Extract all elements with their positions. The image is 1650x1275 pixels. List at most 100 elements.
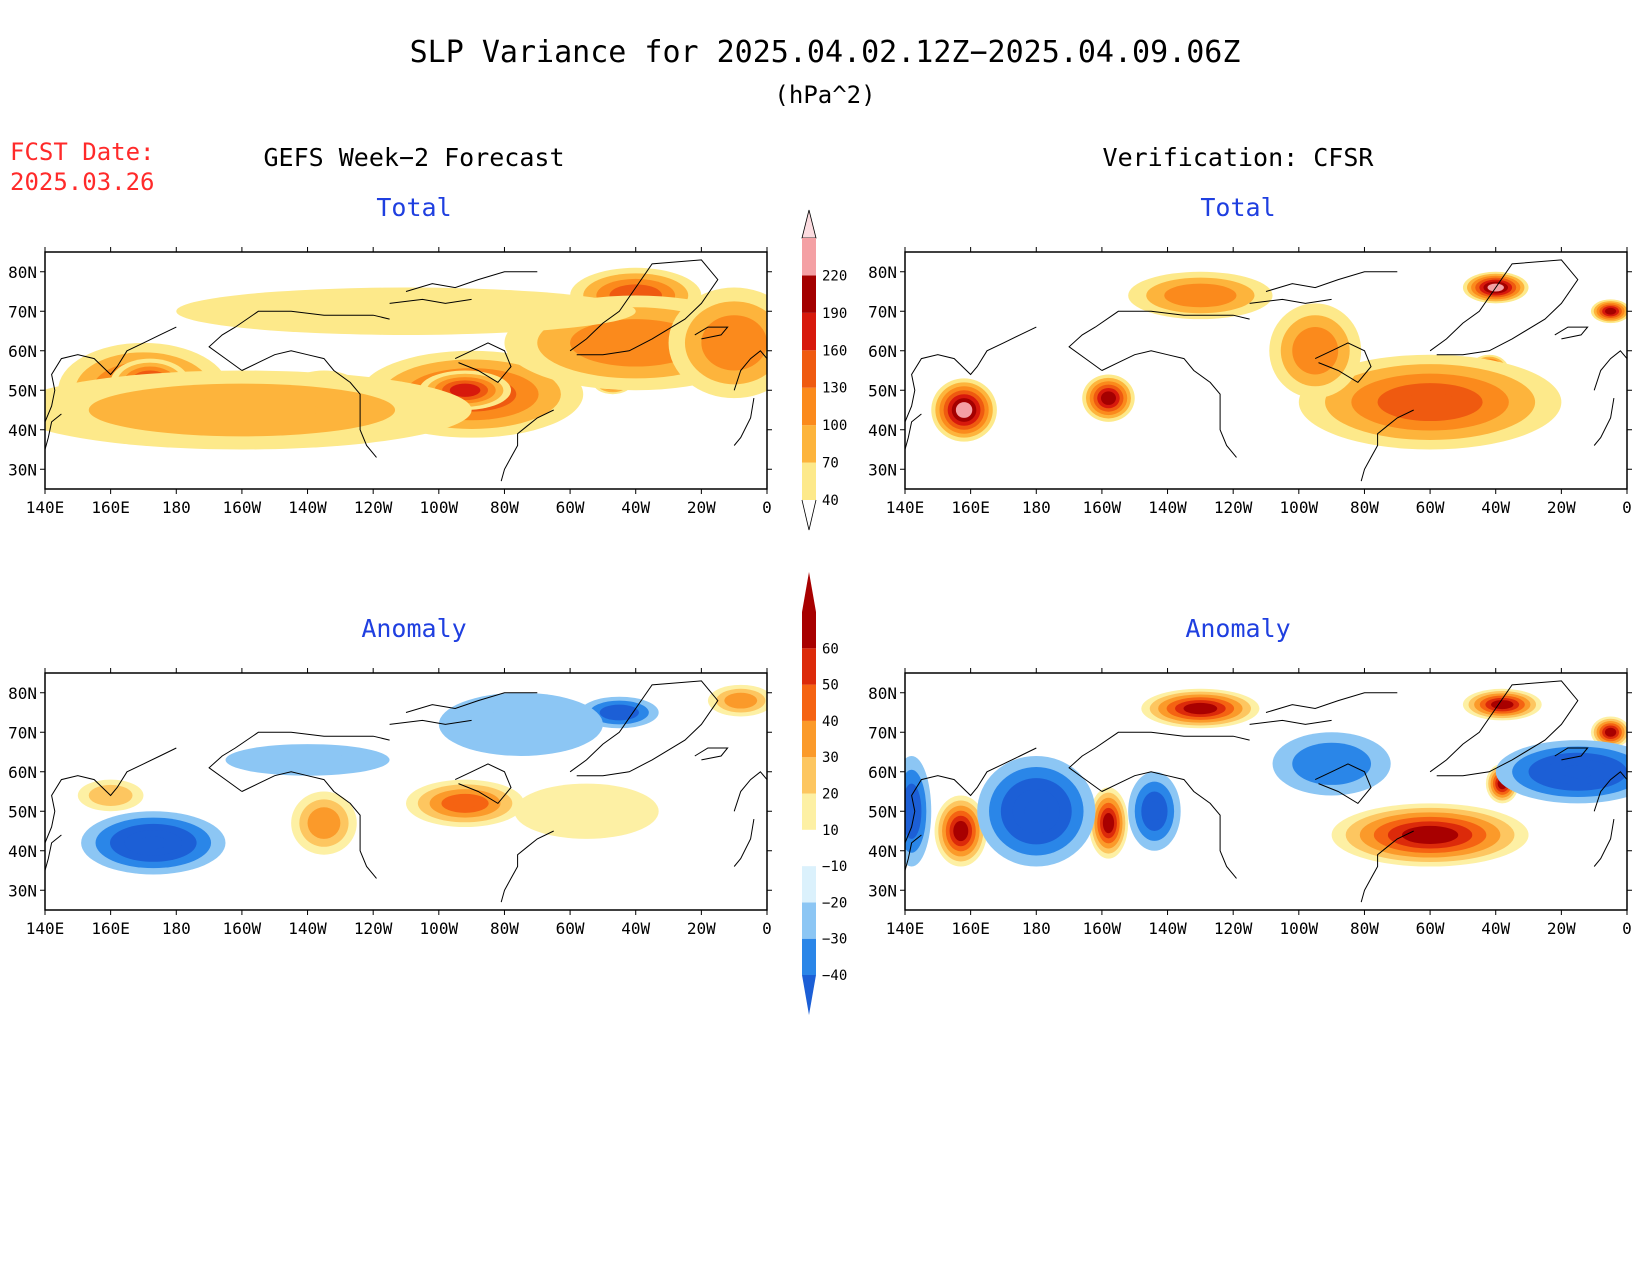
lon-tick-label: 140E [26, 919, 65, 938]
lon-tick-label: 120W [354, 919, 393, 938]
colorbar-label: 100 [822, 418, 847, 434]
colorbar-box [802, 238, 816, 276]
contour-blob [1561, 765, 1595, 779]
coastline [1249, 719, 1332, 725]
lat-tick-label: 70N [8, 302, 37, 321]
colorbar-box [802, 648, 816, 685]
colorbar-label: 30 [822, 750, 839, 766]
contour-blob [1416, 830, 1445, 840]
map-frame [44, 672, 768, 911]
lon-tick-label: 140W [288, 919, 327, 938]
map-cfsr-anomaly: 80N 70N 60N 50N 40N 30N 140E 160E 180 160W 140W 120… [868, 668, 1632, 938]
colorbar-box [802, 757, 816, 794]
figure-units: (hPa^2) [774, 81, 875, 109]
contour-blob [602, 331, 669, 355]
coastlines [45, 680, 767, 903]
lon-tick-label: 100W [420, 919, 459, 938]
coastlines [905, 680, 1627, 903]
coastline [1429, 259, 1579, 356]
lat-tick-label: 70N [868, 302, 897, 321]
lon-tick-label: 100W [1280, 919, 1319, 938]
coastline [569, 259, 719, 356]
coastline [45, 413, 62, 450]
colorbar-box [802, 425, 816, 463]
contour-blob [138, 836, 168, 850]
map-gefs-anomaly: 80N 70N 60N 50N 40N 30N 140E 160E 180 160W 140W 120… [8, 668, 772, 938]
lon-tick-label: 20W [1547, 498, 1576, 517]
fcst-date-label: FCST Date: [10, 138, 155, 166]
lon-tick-label: 60W [1416, 919, 1445, 938]
coastline [1554, 326, 1589, 340]
coastline [1593, 819, 1615, 867]
coastline [405, 692, 538, 713]
lat-tick-label: 80N [868, 263, 897, 282]
colorbar-arrow-top [802, 572, 816, 612]
coastline [733, 398, 755, 446]
left-column-title: GEFS Week−2 Forecast [263, 143, 564, 172]
lon-tick-label: 40W [621, 498, 650, 517]
colorbar-label: 190 [822, 306, 847, 322]
coastline [208, 731, 390, 792]
lat-tick-label: 40N [868, 842, 897, 861]
contour-blob [315, 815, 333, 831]
map-frame [904, 251, 1628, 490]
lon-tick-label: 180 [1022, 498, 1051, 517]
contour-blob [1105, 818, 1112, 829]
lon-tick-label: 20W [687, 498, 716, 517]
lon-tick-label: 100W [1280, 498, 1319, 517]
map-background [45, 673, 767, 910]
coastline [500, 830, 554, 903]
lon-tick-label: 80W [1350, 498, 1379, 517]
contour-blob [609, 708, 630, 717]
map-field [905, 688, 1627, 867]
colorbar-arrow-bottom [802, 975, 816, 1015]
coastline [733, 350, 767, 391]
lon-tick-label: 80W [490, 498, 519, 517]
coastline [1429, 680, 1579, 777]
lon-tick-label: 160E [91, 498, 130, 517]
contour-blob [959, 406, 969, 414]
lon-tick-label: 40W [1481, 498, 1510, 517]
colorbar-box [802, 684, 816, 721]
lat-tick-label: 40N [868, 421, 897, 440]
contour-blob [717, 329, 751, 357]
map-frame [44, 251, 768, 490]
contour-blob [1147, 801, 1161, 822]
contour-blob [266, 752, 349, 768]
colorbar-box [802, 866, 816, 903]
lat-tick-label: 40N [8, 842, 37, 861]
panel-title-bottom-right: Anomaly [1185, 614, 1290, 643]
colorbar-label: 40 [822, 493, 839, 509]
contour-blob [1182, 289, 1219, 302]
map-cfsr-total: 80N 70N 60N 50N 40N 30N 140E 160E 180 160W 140W 120… [868, 247, 1632, 517]
contour-blob [1311, 753, 1352, 775]
lon-tick-label: 140E [886, 498, 925, 517]
colorbar-box [802, 387, 816, 426]
lon-tick-label: 0 [1622, 919, 1632, 938]
coastline [389, 298, 472, 304]
colorbar-box [802, 829, 816, 867]
lon-tick-label: 60W [1416, 498, 1445, 517]
colorbar-label: 50 [822, 678, 839, 694]
lon-tick-label: 180 [162, 919, 191, 938]
colorbar-box [802, 350, 816, 388]
colorbar-box [802, 312, 816, 351]
contour-blob [1303, 338, 1327, 363]
lon-tick-label: 0 [762, 919, 772, 938]
colorbar-label: 220 [822, 268, 847, 284]
lon-tick-label: 160W [223, 919, 262, 938]
lat-tick-label: 60N [8, 763, 37, 782]
contour-blob [1607, 309, 1614, 314]
colorbar-arrow-top [801, 209, 817, 239]
colorbar-label: 160 [822, 343, 847, 359]
lon-tick-label: 180 [162, 498, 191, 517]
panel-title-top-left: Total [376, 193, 451, 222]
colorbar-box [802, 462, 816, 500]
map-field [77, 684, 767, 875]
contour-blob [291, 299, 521, 324]
map-field [931, 271, 1627, 450]
lon-tick-label: 0 [1622, 498, 1632, 517]
coastline [454, 342, 512, 384]
contour-blob [479, 708, 562, 741]
